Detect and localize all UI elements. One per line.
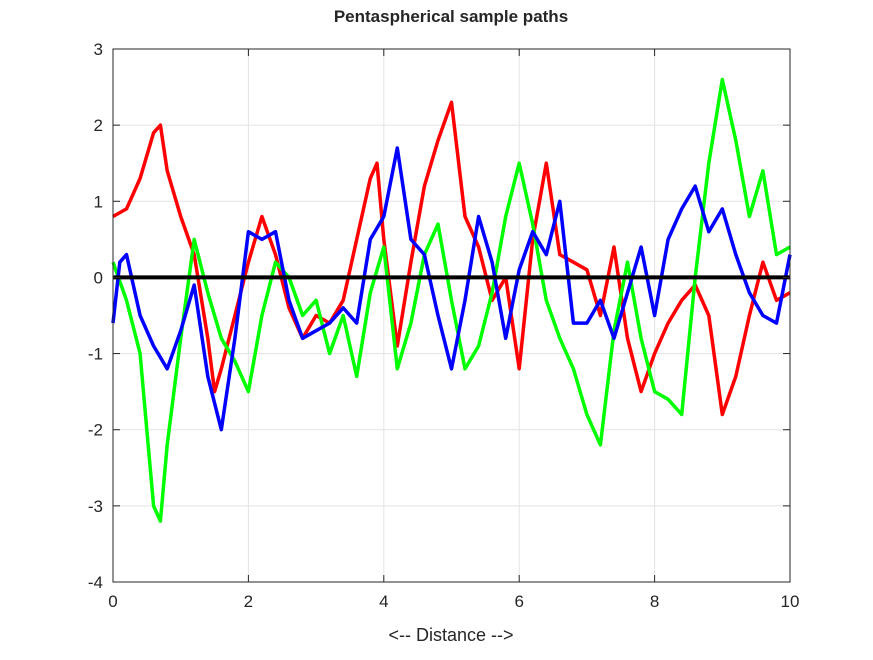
x-tick-label: 8 xyxy=(650,592,659,611)
x-tick-label: 6 xyxy=(514,592,523,611)
y-tick-label: 0 xyxy=(94,268,103,287)
plot-frame xyxy=(112,48,791,583)
green-path-line xyxy=(111,77,791,523)
x-tick-label: 0 xyxy=(108,592,117,611)
x-axis-label: <-- Distance --> xyxy=(388,625,513,645)
y-tick-label: -4 xyxy=(88,573,103,592)
y-tick-label: 2 xyxy=(94,116,103,135)
axis-ticks: 0 2 4 6 8 10 -4 -3 -2 -1 0 1 2 3 xyxy=(88,40,800,611)
red-path-line xyxy=(112,100,791,417)
y-tick-label: 1 xyxy=(94,192,103,211)
x-tick-label: 2 xyxy=(244,592,253,611)
y-tick-label: -1 xyxy=(88,345,103,364)
y-tick-label: -2 xyxy=(88,421,103,440)
x-tick-label: 4 xyxy=(379,592,388,611)
blue-path-line xyxy=(111,146,792,432)
series-group xyxy=(111,77,792,523)
chart-title: Pentaspherical sample paths xyxy=(334,7,568,26)
x-tick-label: 10 xyxy=(781,592,800,611)
y-tick-label: -3 xyxy=(88,497,103,516)
y-tick-label: 3 xyxy=(94,40,103,59)
